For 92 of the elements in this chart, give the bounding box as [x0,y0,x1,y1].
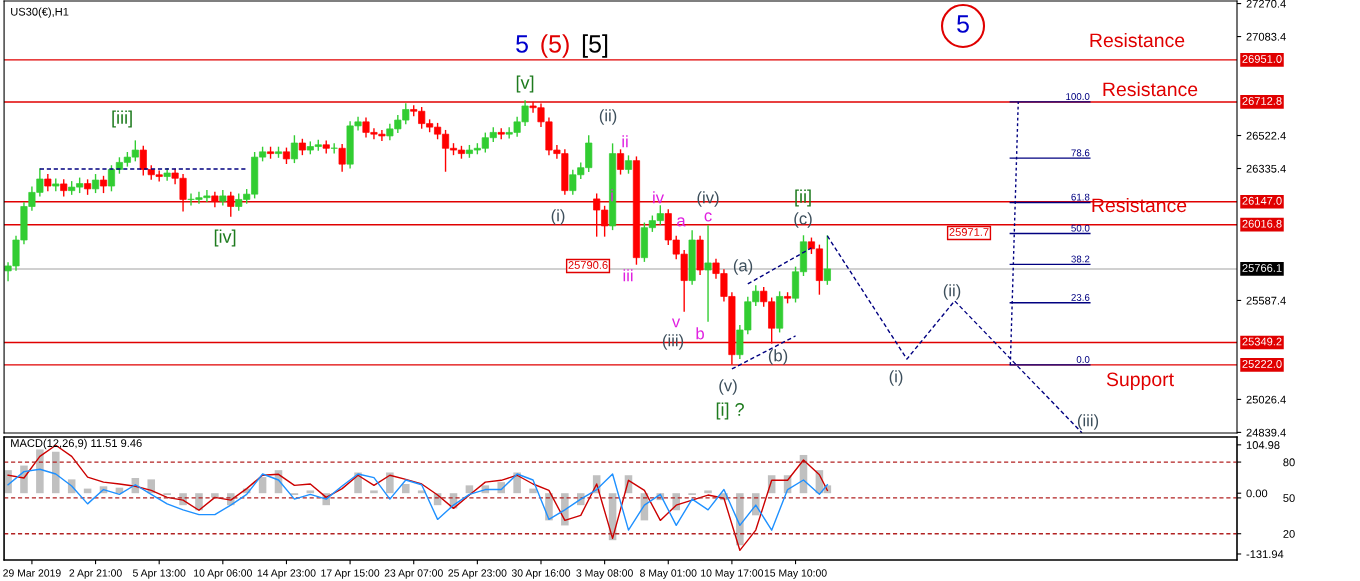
bar [36,449,44,494]
annotation: c [704,212,712,222]
candlestick [219,189,227,206]
y-tick-label: 24839.4 [1246,428,1286,437]
ref-line-label: 26147.0 [1242,196,1282,205]
annotation: (a) [733,259,753,275]
text: US30(€),H1 [11,7,69,18]
annotation: [iv] [214,229,236,247]
candlestick [823,235,831,285]
series-label: 61.8 [1071,193,1090,201]
y-tick-label: 104.98 [1246,441,1280,449]
y-tick-label: 0.00 [1246,489,1268,498]
candlestick [330,143,338,154]
series-label: 23.6 [1071,294,1090,301]
y-tick-label: 25587.4 [1246,296,1286,305]
line-series [7,468,829,531]
bar [211,493,219,498]
bar [401,483,410,494]
bar [370,490,378,494]
annotation: (i) [551,209,565,225]
bar [52,451,60,494]
annotation: [iii] [112,110,132,128]
y-tick-label: -131.94 [1246,550,1284,559]
ref-line-label: 26016.8 [1242,219,1282,228]
x-tick-label: 17 Apr 15:00 [321,569,380,579]
y-tick-label: 26335.4 [1246,164,1286,173]
ref-line-label: 26951.0 [1242,55,1282,63]
x-tick-label: 10 May 17:00 [701,569,764,579]
x-tick-label: 25 Apr 23:00 [448,569,507,579]
annotation: 25790.6 [568,261,608,269]
ref-line-label: 25222.0 [1242,360,1282,368]
x-tick-label: 2 Apr 21:00 [69,569,122,579]
candlestick [163,167,171,181]
series-label: 100.0 [1066,93,1090,100]
bar [704,490,712,494]
ref-line-label: 26712.8 [1242,97,1282,105]
candlestick [139,145,147,176]
bar [306,490,315,494]
annotation: Resistance [1092,197,1187,213]
annotation: i [611,189,613,202]
annotation: Resistance [1103,81,1198,97]
annotation: Resistance [1090,32,1185,48]
y-tick-label: 27270.4 [1246,0,1286,8]
annotation: 5 [516,35,528,53]
annotation: iv [653,191,664,204]
annotation: 25971.7 [949,228,989,236]
annotation: [v] [516,75,534,93]
x-tick-label: 5 Apr 13:00 [132,569,186,579]
bar [736,493,744,546]
ref-line-label: 25766.1 [1242,264,1282,272]
annotation: [5] [582,34,608,58]
candlestick [227,191,235,217]
bar [386,472,394,494]
y2-tick-label: 20 [1283,530,1295,538]
candlestick [290,135,298,164]
x-tick-label: 10 Apr 06:00 [194,569,252,579]
y2-tick-label: 80 [1283,458,1295,467]
annotation: ii [622,135,628,148]
annotation: (5) [541,34,569,58]
y-tick-label: 26522.4 [1246,131,1286,140]
chart-title: MACD(12,26,9) 11.51 9.46 [11,438,142,450]
annotation: (b) [768,349,788,365]
candlestick [704,225,712,322]
annotation: v [671,318,681,328]
x-tick-label: 14 Apr 23:00 [257,569,316,579]
series-label: 0.0 [1076,356,1090,363]
bar [465,485,474,494]
y-tick-label: 25026.4 [1246,395,1286,404]
x-tick-label: 29 Mar 2019 [3,569,61,577]
x-tick-label: 15 May 10:00 [764,569,827,579]
x-tick-label: 3 May 08:00 [576,569,633,579]
annotation: (i) [889,370,903,386]
annotation: 5 [957,15,969,33]
annotation: (iii) [1077,414,1099,430]
y-tick-label: 27083.4 [1246,32,1286,41]
annotation: b [696,327,704,340]
y2-tick-label: 50 [1283,494,1295,503]
x-tick-label: 30 Apr 16:00 [511,569,571,579]
x-tick-label: 23 Apr 07:00 [384,569,443,579]
annotation: iii [623,269,633,282]
candlestick [211,191,219,208]
candlestick [44,174,52,192]
annotation: (v) [719,379,737,395]
series-label: 38.2 [1071,255,1090,263]
annotation: (ii) [599,109,617,125]
annotation: Support [1106,372,1174,391]
series-label: 78.6 [1071,149,1090,157]
x-tick-label: 8 May 01:00 [640,569,697,579]
annotation: (ii) [943,284,961,300]
series-label: 50.0 [1071,224,1090,232]
ref-line-label: 25349.2 [1242,337,1282,346]
annotation: [i] ? [716,402,744,420]
